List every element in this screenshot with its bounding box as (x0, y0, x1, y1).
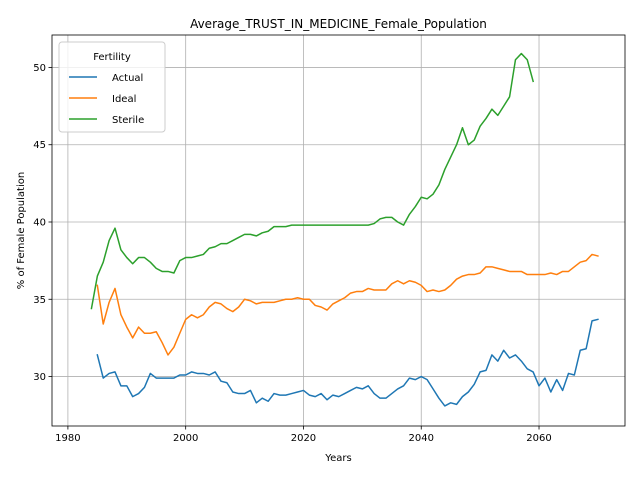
legend-box (58, 41, 166, 133)
x-axis-ticks: 1980 2000 2020 2040 2060 (55, 426, 552, 444)
x-tick-label: 2020 (291, 433, 316, 444)
legend-label-sterile: Sterile (112, 115, 144, 126)
x-tick-label: 2040 (409, 433, 434, 444)
series-line-ideal (96, 253, 599, 356)
legend: Fertility Actual Ideal Sterile (58, 41, 166, 133)
x-tick-label: 2060 (526, 433, 551, 444)
legend-label-actual: Actual (112, 73, 143, 84)
y-axis-ticks: 30 35 40 45 50 (33, 63, 52, 383)
y-tick-label: 50 (33, 63, 46, 74)
series-line-actual (96, 318, 599, 407)
y-tick-label: 30 (33, 372, 46, 383)
series-lines (90, 52, 599, 407)
series-line-sterile (90, 52, 535, 310)
plot-frame (51, 34, 626, 427)
y-tick-label: 35 (33, 295, 46, 306)
y-tick-label: 40 (33, 218, 46, 229)
x-tick-label: 2000 (173, 433, 198, 444)
legend-title: Fertility (93, 52, 131, 63)
x-tick-label: 1980 (55, 433, 80, 444)
y-tick-label: 45 (33, 140, 46, 151)
chart-title: Average_TRUST_IN_MEDICINE_Female_Populat… (190, 17, 487, 31)
legend-items: Actual Ideal Sterile (69, 73, 144, 126)
x-axis-title: Years (324, 453, 351, 464)
y-axis-title: % of Female Population (16, 172, 27, 289)
legend-label-ideal: Ideal (112, 94, 136, 105)
